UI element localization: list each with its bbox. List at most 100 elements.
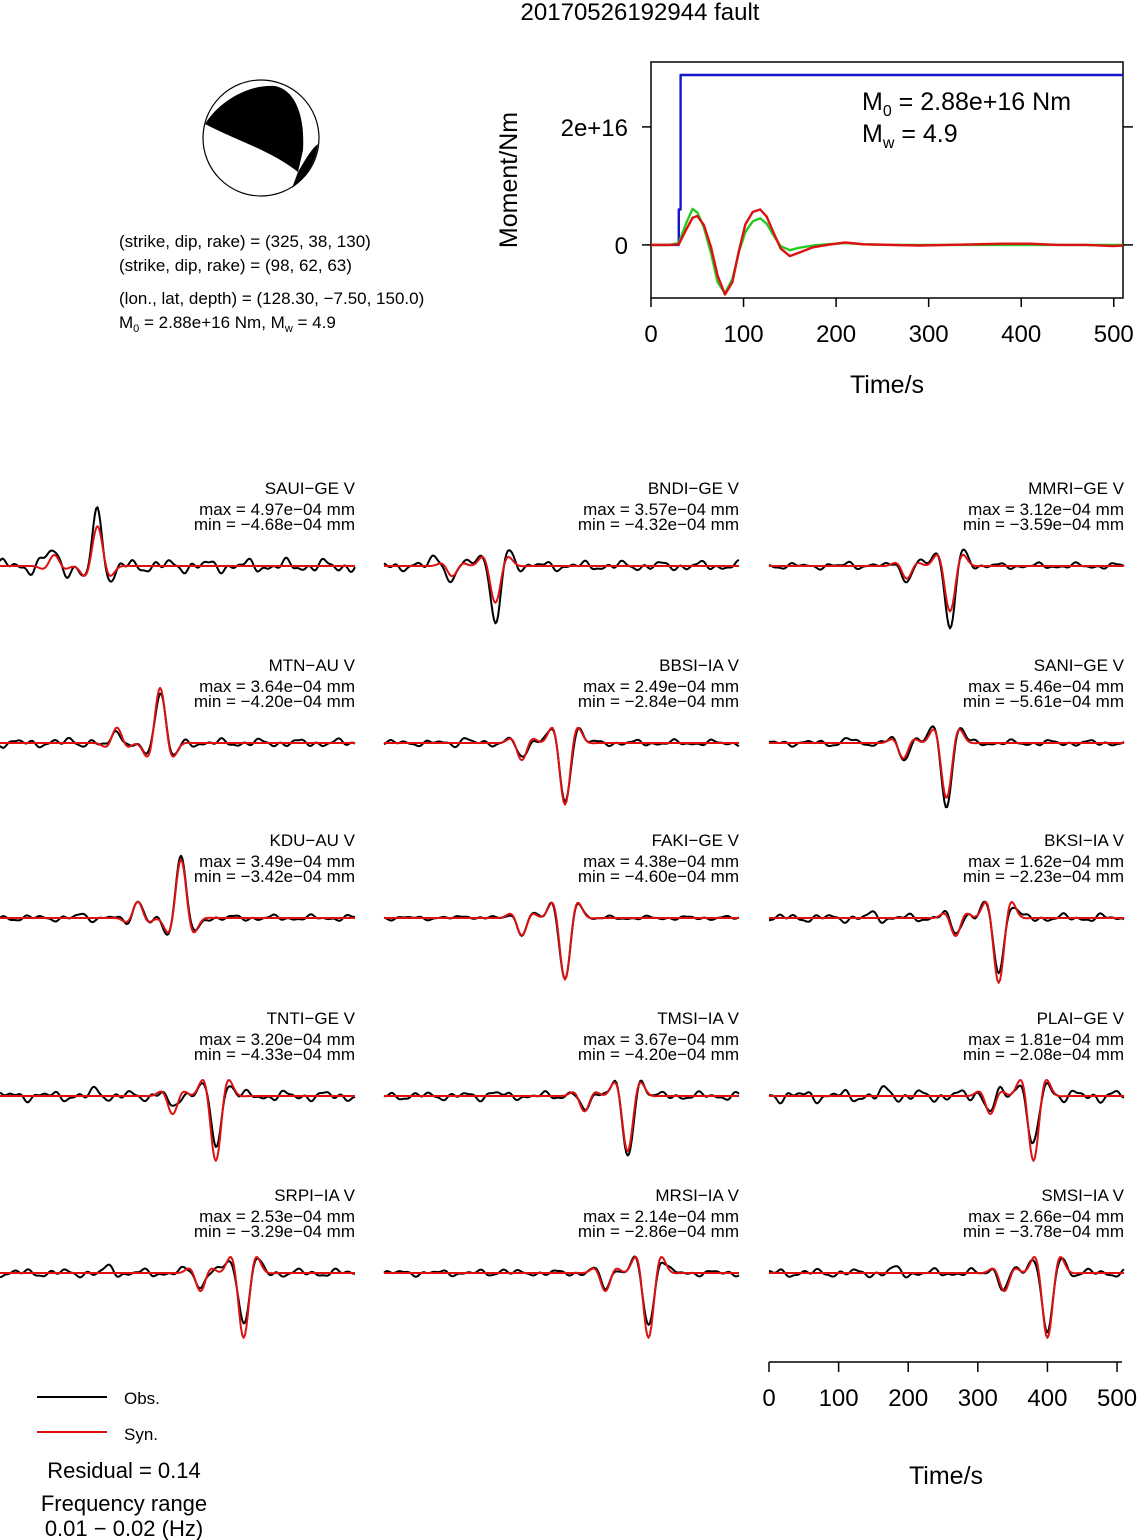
residual-text: Residual = 0.14: [47, 1458, 201, 1483]
synthetic-trace: [384, 1256, 739, 1339]
station-max: max = 3.49e−04 mm: [199, 852, 355, 871]
moment-y-tick-label: 2e+16: [561, 115, 628, 142]
moment-y-tick-label: 0: [615, 233, 628, 260]
magnitude-text: M0 = 2.88e+16 Nm, Mw = 4.9: [119, 313, 336, 335]
station-max: max = 3.20e−04 mm: [199, 1030, 355, 1049]
station-max: max = 3.57e−04 mm: [583, 500, 739, 519]
moment-mw-annotation: Mw = 4.9: [862, 120, 958, 152]
synthetic-trace: [0, 1256, 355, 1339]
station-name: TMSI−IA V: [657, 1009, 739, 1028]
observed-trace: [383, 1255, 740, 1326]
waveform-time-axis: 0 100 200 300 400 500 Time/s: [762, 1361, 1137, 1490]
waveform-x-tick-label: 0: [762, 1385, 775, 1412]
synthetic-trace: [769, 728, 1124, 799]
station-min: min = −2.23e−04 mm: [963, 867, 1124, 886]
moment-series-green: [651, 207, 1123, 295]
plane2-text: (strike, dip, rake) = (98, 62, 63): [119, 256, 352, 275]
observed-trace: [768, 900, 1125, 975]
observed-trace: [383, 1079, 740, 1157]
beachball-icon: [202, 79, 320, 197]
moment-xlabel: Time/s: [850, 371, 924, 399]
moment-x-tick-label: 300: [909, 321, 949, 348]
synthetic-trace: [384, 901, 739, 981]
legend-observed-label: Obs.: [124, 1389, 160, 1408]
station-max: max = 2.53e−04 mm: [199, 1207, 355, 1226]
station-min: min = −2.84e−04 mm: [578, 692, 739, 711]
location-text: (lon., lat, depth) = (128.30, −7.50, 150…: [119, 289, 424, 308]
moment-x-tick-label: 0: [644, 321, 657, 348]
frequency-range-value: 0.01 − 0.02 (Hz): [45, 1516, 203, 1540]
moment-x-tick-label: 400: [1001, 321, 1041, 348]
waveform-x-tick-label: 100: [819, 1385, 859, 1412]
synthetic-trace: [769, 901, 1124, 984]
observed-trace: [768, 1257, 1125, 1334]
waveform-x-tick-label: 400: [1027, 1385, 1067, 1412]
frequency-range-label: Frequency range: [41, 1491, 207, 1516]
legend-synthetic-label: Syn.: [124, 1425, 158, 1444]
station-max: max = 3.67e−04 mm: [583, 1030, 739, 1049]
station-min: min = −4.33e−04 mm: [194, 1045, 355, 1064]
synthetic-trace: [0, 1079, 355, 1162]
observed-trace: [0, 1082, 356, 1148]
observed-trace: [769, 725, 1125, 809]
observed-trace: [0, 1257, 356, 1325]
station-min: min = −3.59e−04 mm: [963, 515, 1124, 534]
station-name: BKSI−IA V: [1044, 831, 1125, 850]
station-max: max = 1.62e−04 mm: [968, 852, 1124, 871]
station-name: PLAI−GE V: [1037, 1009, 1125, 1028]
mechanism-info: (strike, dip, rake) = (325, 38, 130) (st…: [119, 232, 424, 335]
moment-series-red: [651, 208, 1124, 296]
station-min: min = −3.29e−04 mm: [194, 1222, 355, 1241]
synthetic-trace: [0, 686, 355, 758]
moment-y-ticks: 0 2e+16: [561, 115, 1133, 260]
station-min: min = −4.60e−04 mm: [578, 867, 739, 886]
moment-function-plot: 0 100 200 300 400 500 0 2e+16 Time/s Moment/Nm…: [495, 61, 1134, 399]
station-max: max = 3.64e−04 mm: [199, 677, 355, 696]
station-max: max = 2.49e−04 mm: [583, 677, 739, 696]
observed-trace: [768, 548, 1125, 630]
synthetic-trace: [384, 1081, 739, 1153]
moment-ylabel: Moment/Nm: [495, 112, 523, 248]
synthetic-trace: [0, 858, 355, 934]
waveform-x-tick-label: 500: [1097, 1385, 1137, 1412]
station-name: BBSI−IA V: [659, 656, 740, 675]
station-min: min = −4.20e−04 mm: [578, 1045, 739, 1064]
plane1-text: (strike, dip, rake) = (325, 38, 130): [119, 232, 371, 251]
station-min: min = −4.32e−04 mm: [578, 515, 739, 534]
station-name: MRSI−IA V: [655, 1186, 739, 1205]
waveform-xlabel: Time/s: [909, 1462, 983, 1490]
observed-trace: [383, 549, 740, 625]
station-max: max = 4.97e−04 mm: [199, 500, 355, 519]
observed-trace: [768, 1082, 1125, 1145]
station-name: MTN−AU V: [269, 656, 356, 675]
station-name: MMRI−GE V: [1028, 479, 1125, 498]
station-min: min = −2.08e−04 mm: [963, 1045, 1124, 1064]
synthetic-trace: [769, 553, 1124, 613]
waveform-x-ticks: 0 100 200 300 400 500: [762, 1362, 1137, 1412]
station-max: max = 3.12e−04 mm: [968, 500, 1124, 519]
synthetic-trace: [384, 726, 739, 806]
moment-m0-annotation: M0 = 2.88e+16 Nm: [862, 88, 1071, 120]
synthetic-trace: [769, 1079, 1124, 1162]
legend: Obs. Syn.: [37, 1389, 160, 1444]
synthetic-trace: [769, 1256, 1124, 1339]
station-max: max = 5.46e−04 mm: [968, 677, 1124, 696]
synthetic-trace: [384, 556, 739, 604]
station-name: SMSI−IA V: [1041, 1186, 1124, 1205]
station-min: min = −2.86e−04 mm: [578, 1222, 739, 1241]
